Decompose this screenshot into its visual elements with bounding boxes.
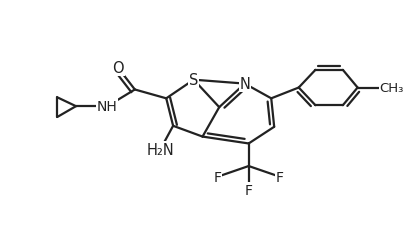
Text: O: O — [112, 61, 124, 76]
Text: F: F — [245, 183, 253, 197]
Text: H₂N: H₂N — [146, 142, 174, 157]
Text: F: F — [276, 170, 284, 184]
Text: S: S — [189, 73, 198, 88]
Text: CH₃: CH₃ — [379, 82, 404, 95]
Text: NH: NH — [97, 100, 118, 114]
Text: F: F — [213, 170, 221, 184]
Text: N: N — [239, 77, 250, 92]
